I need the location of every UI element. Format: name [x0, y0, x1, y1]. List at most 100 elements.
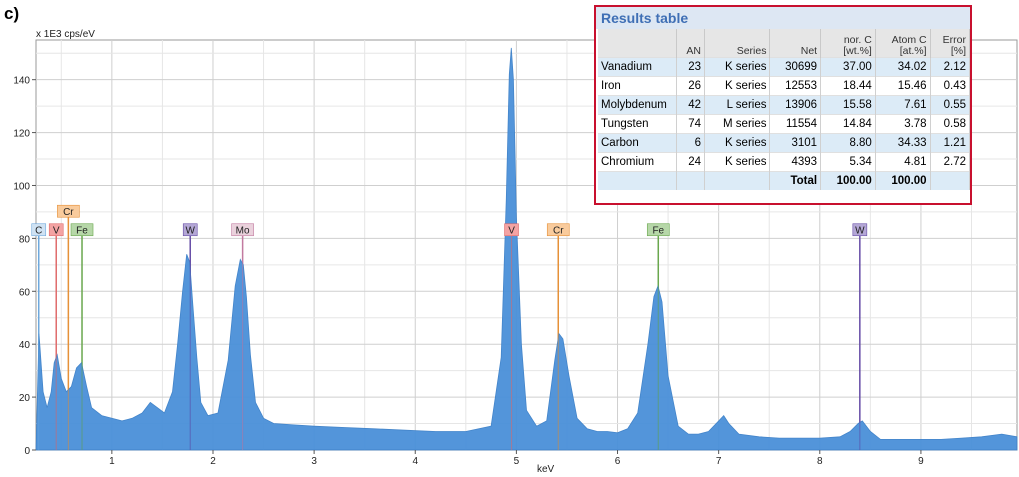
element-tag-box [70, 223, 94, 237]
cell-series: M series [704, 114, 771, 134]
cell-element: Tungsten [598, 114, 677, 134]
x-tick-label: 5 [514, 456, 520, 467]
cell-atom-c: 4.81 [875, 152, 931, 172]
results-header-row: AN Series Net nor. C [wt.%] Atom C [at.%] … [598, 29, 971, 58]
cell-error: 0.43 [930, 76, 971, 96]
y-tick-label: 80 [19, 234, 31, 245]
col-error: Error [%] [930, 29, 971, 58]
y-tick-label: 140 [13, 76, 30, 87]
total-atom-c: 100.00 [875, 171, 931, 190]
cell-element: Carbon [598, 133, 677, 153]
element-tag-label: W [186, 226, 196, 237]
element-tag-box [231, 223, 254, 237]
element-tag-label: Mo [236, 226, 250, 237]
x-tick-label: 7 [716, 456, 722, 467]
element-tag-label: W [855, 226, 865, 237]
x-tick-label: 4 [412, 456, 418, 467]
cell-nor-c: 18.44 [820, 76, 876, 96]
col-atom-c: Atom C [at.%] [875, 29, 931, 58]
cell-series: K series [704, 76, 771, 96]
col-series: Series [704, 29, 771, 58]
x-tick-label: 8 [817, 456, 823, 467]
x-tick-label: 9 [918, 456, 924, 467]
element-tag-box [48, 223, 64, 237]
cell-net: 13906 [769, 95, 822, 115]
element-tag-label: C [35, 226, 42, 237]
y-tick-label: 60 [19, 287, 31, 298]
cell-series: K series [704, 57, 771, 77]
cell-element: Iron [598, 76, 677, 96]
cell-an: 74 [676, 114, 706, 134]
y-tick-label: 20 [19, 393, 31, 404]
cell-error: 0.55 [930, 95, 971, 115]
cell-error: 0.58 [930, 114, 971, 134]
table-row: Chromium 24 K series 4393 5.34 4.81 2.72 [598, 152, 971, 172]
element-tag-box [57, 204, 80, 218]
cell-net: 11554 [769, 114, 822, 134]
table-row: Tungsten 74 M series 11554 14.84 3.78 0.… [598, 114, 971, 134]
results-table-panel: Results table AN Series Net nor. C [wt.%]… [594, 5, 972, 205]
cell-net: 3101 [769, 133, 822, 153]
y-tick-label: 40 [19, 340, 31, 351]
table-row: Carbon 6 K series 3101 8.80 34.33 1.21 [598, 133, 971, 153]
cell-net: 30699 [769, 57, 822, 77]
cell-error: 2.12 [930, 57, 971, 77]
cell-element: Chromium [598, 152, 677, 172]
cell-series: L series [704, 95, 771, 115]
cell-atom-c: 7.61 [875, 95, 931, 115]
element-tag-label: Fe [652, 226, 664, 237]
table-row: Vanadium 23 K series 30699 37.00 34.02 2… [598, 57, 971, 77]
cell-an: 6 [676, 133, 706, 153]
element-tag-box [504, 223, 519, 237]
col-nor-c: nor. C [wt.%] [820, 29, 876, 58]
cell-atom-c: 34.33 [875, 133, 931, 153]
cell-nor-c: 8.80 [820, 133, 876, 153]
cell-nor-c: 14.84 [820, 114, 876, 134]
axes: 0 20 40 60 80 100 120 140 1 2 3 4 5 6 7 8 9 [13, 76, 924, 467]
cell-an: 26 [676, 76, 706, 96]
spectrum-series [35, 47, 1018, 451]
x-tick-label: 2 [210, 456, 216, 467]
col-element [598, 29, 677, 58]
x-tick-label: 6 [615, 456, 621, 467]
cell-empty [930, 171, 971, 190]
table-total-row: Total 100.00 100.00 [598, 171, 971, 190]
cell-nor-c: 15.58 [820, 95, 876, 115]
results-table: AN Series Net nor. C [wt.%] Atom C [at.%] … [598, 29, 971, 190]
element-tag-label: Fe [76, 226, 88, 237]
y-tick-label: 100 [13, 181, 30, 192]
y-tick-label: 120 [13, 129, 30, 140]
cell-element: Vanadium [598, 57, 677, 77]
cell-error: 2.72 [930, 152, 971, 172]
element-tag-label: Cr [63, 207, 74, 218]
total-nor-c: 100.00 [820, 171, 876, 190]
results-table-title: Results table [596, 7, 970, 29]
cell-an: 24 [676, 152, 706, 172]
table-row: Iron 26 K series 12553 18.44 15.46 0.43 [598, 76, 971, 96]
cell-series: K series [704, 133, 771, 153]
element-tag-box [31, 223, 47, 237]
cell-error: 1.21 [930, 133, 971, 153]
y-unit-label: x 1E3 cps/eV [36, 29, 95, 40]
spectrum-area [35, 47, 1018, 451]
element-tag-box [852, 223, 868, 237]
col-net: Net [769, 29, 822, 58]
cell-atom-c: 3.78 [875, 114, 931, 134]
total-label: Total [769, 171, 822, 190]
x-axis-label: keV [537, 464, 555, 475]
cell-net: 12553 [769, 76, 822, 96]
x-tick-label: 3 [311, 456, 317, 467]
cell-nor-c: 5.34 [820, 152, 876, 172]
element-tag-box [182, 223, 198, 237]
y-tick-label: 0 [24, 446, 30, 457]
cell-empty [676, 171, 706, 190]
cell-empty [704, 171, 771, 190]
cell-atom-c: 34.02 [875, 57, 931, 77]
panel-label: c) [4, 4, 20, 23]
cell-empty [598, 171, 677, 190]
element-tag-label: V [508, 226, 515, 237]
element-tag-box [646, 223, 670, 237]
element-tag-label: Cr [553, 226, 564, 237]
table-row: Molybdenum 42 L series 13906 15.58 7.61 … [598, 95, 971, 115]
